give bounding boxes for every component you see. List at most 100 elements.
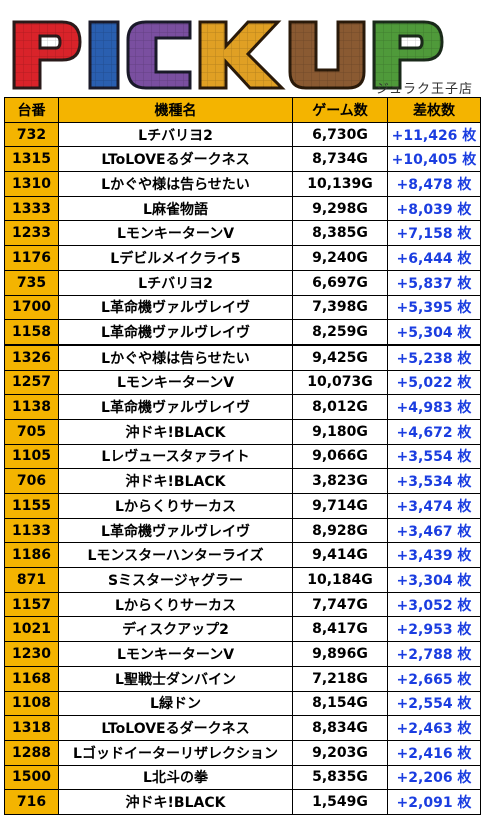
difference-cell: +2,554 枚 [387,690,481,717]
table-row: 871 Sミスタージャグラー 10,184G +3,304 枚 [4,567,481,593]
header-machine-name: 機種名 [58,97,293,123]
table-row: 1257 LモンキーターンV 10,073G +5,022 枚 [4,369,481,396]
machine-name-cell: Lからくりサーカス [58,591,293,618]
table-row: 1333 L麻雀物語 9,298G +8,039 枚 [4,195,481,222]
machine-name-cell: Lレヴュースタァライト [58,443,293,470]
table-header-row: 台番 機種名 ゲーム数 差枚数 [4,97,481,123]
table-row: 1318 LToLOVEるダークネス 8,834G +2,463 枚 [4,715,481,741]
game-count-cell: 8,012G [292,394,388,420]
difference-cell: +2,091 枚 [387,789,481,815]
machine-number-cell: 1288 [4,739,59,766]
machine-number-cell: 871 [4,567,59,593]
difference-cell: +5,395 枚 [387,294,481,321]
pickup-table: 台番 機種名 ゲーム数 差枚数 732 Lチバリヨ2 6,730G +11,426 枚… [4,97,481,815]
machine-name-cell: Lチバリヨ2 [58,121,293,148]
table-row: 1158 L革命機ヴァルヴレイヴ 8,259G +5,304 枚 [4,319,481,346]
machine-number-cell: 1333 [4,195,59,222]
difference-cell: +7,158 枚 [387,220,481,247]
machine-number-cell: 1138 [4,394,59,420]
game-count-cell: 7,218G [292,665,388,692]
machine-name-cell: L聖戦士ダンバイン [58,665,293,692]
machine-name-cell: LモンキーターンV [58,369,293,396]
machine-name-cell: L革命機ヴァルヴレイヴ [58,394,293,420]
machine-name-cell: L麻雀物語 [58,195,293,222]
machine-number-cell: 1326 [4,343,59,371]
machine-number-cell: 1108 [4,690,59,717]
game-count-cell: 8,834G [292,715,388,741]
machine-name-cell: LモンキーターンV [58,220,293,247]
machine-name-cell: Lチバリヨ2 [58,269,293,296]
difference-cell: +2,953 枚 [387,616,481,643]
game-count-cell: 8,259G [292,319,388,346]
game-count-cell: 7,398G [292,294,388,321]
table-row: 1108 L緑ドン 8,154G +2,554 枚 [4,690,481,717]
machine-name-cell: LToLOVEるダークネス [58,715,293,741]
table-row: 1315 LToLOVEるダークネス 8,734G +10,405 枚 [4,146,481,173]
table-row: 1157 Lからくりサーカス 7,747G +3,052 枚 [4,591,481,618]
table-row: 1233 LモンキーターンV 8,385G +7,158 枚 [4,220,481,247]
difference-cell: +2,665 枚 [387,665,481,692]
table-row: 716 沖ドキ!BLACK 1,549G +2,091 枚 [4,789,481,815]
game-count-cell: 6,730G [292,121,388,148]
machine-number-cell: 1105 [4,443,59,470]
game-count-cell: 9,240G [292,245,388,271]
logo-letter-p-2 [372,20,444,90]
logo-letter-i [88,20,120,90]
game-count-cell: 8,734G [292,146,388,173]
difference-cell: +5,837 枚 [387,269,481,296]
machine-number-cell: 1310 [4,171,59,197]
machine-name-cell: 沖ドキ!BLACK [58,789,293,815]
difference-cell: +3,304 枚 [387,567,481,593]
table-row: 1186 Lモンスターハンターライズ 9,414G +3,439 枚 [4,542,481,569]
machine-number-cell: 716 [4,789,59,815]
machine-number-cell: 705 [4,418,59,445]
game-count-cell: 1,549G [292,789,388,815]
table-row: 1326 Lかぐや様は告らせたい 9,425G +5,238 枚 [4,343,481,371]
difference-cell: +6,444 枚 [387,245,481,271]
machine-name-cell: Lデビルメイクライ5 [58,245,293,271]
game-count-cell: 9,896G [292,641,388,667]
game-count-cell: 8,417G [292,616,388,643]
machine-name-cell: L北斗の拳 [58,764,293,791]
machine-number-cell: 1318 [4,715,59,741]
table-row: 1168 L聖戦士ダンバイン 7,218G +2,665 枚 [4,665,481,692]
machine-number-cell: 1155 [4,493,59,519]
difference-cell: +3,439 枚 [387,542,481,569]
game-count-cell: 6,697G [292,269,388,296]
difference-cell: +5,238 枚 [387,343,481,371]
table-row: 1105 Lレヴュースタァライト 9,066G +3,554 枚 [4,443,481,470]
machine-name-cell: Lかぐや様は告らせたい [58,343,293,371]
difference-cell: +2,206 枚 [387,764,481,791]
difference-cell: +11,426 枚 [387,121,481,148]
machine-name-cell: L革命機ヴァルヴレイヴ [58,319,293,346]
machine-number-cell: 1176 [4,245,59,271]
game-count-cell: 9,714G [292,493,388,519]
table-row: 1155 Lからくりサーカス 9,714G +3,474 枚 [4,493,481,519]
machine-number-cell: 1133 [4,517,59,544]
game-count-cell: 10,184G [292,567,388,593]
logo-letter-p [12,20,82,90]
machine-number-cell: 732 [4,121,59,148]
pickup-banner: ジュラク王子店 [0,0,483,97]
difference-cell: +2,416 枚 [387,739,481,766]
difference-cell: +3,467 枚 [387,517,481,544]
pickup-logo [12,20,444,90]
machine-name-cell: L緑ドン [58,690,293,717]
game-count-cell: 8,154G [292,690,388,717]
table-row: 1310 Lかぐや様は告らせたい 10,139G +8,478 枚 [4,171,481,197]
machine-name-cell: LToLOVEるダークネス [58,146,293,173]
game-count-cell: 9,414G [292,542,388,569]
difference-cell: +10,405 枚 [387,146,481,173]
machine-number-cell: 735 [4,269,59,296]
machine-number-cell: 1257 [4,369,59,396]
game-count-cell: 10,073G [292,369,388,396]
machine-name-cell: LモンキーターンV [58,641,293,667]
machine-number-cell: 1315 [4,146,59,173]
machine-number-cell: 706 [4,468,59,494]
machine-number-cell: 1700 [4,294,59,321]
table-row: 1138 L革命機ヴァルヴレイヴ 8,012G +4,983 枚 [4,394,481,420]
header-difference: 差枚数 [387,97,481,123]
machine-name-cell: L革命機ヴァルヴレイヴ [58,517,293,544]
machine-name-cell: Sミスタージャグラー [58,567,293,593]
difference-cell: +5,022 枚 [387,369,481,396]
